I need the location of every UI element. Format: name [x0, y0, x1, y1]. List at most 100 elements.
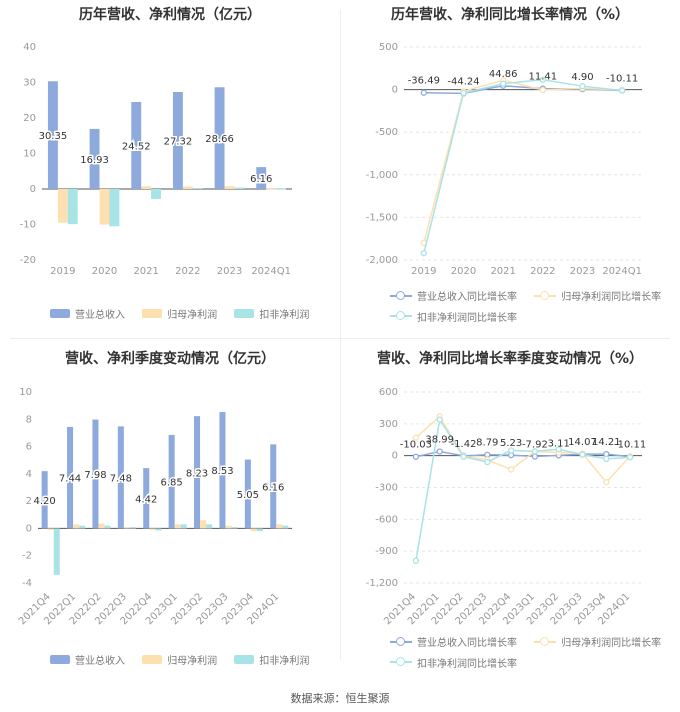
data-label: 14.07: [568, 437, 597, 448]
legend-swatch: [234, 309, 255, 318]
y-tick-label: -2,000: [366, 255, 398, 266]
series-point: [539, 76, 546, 83]
y-tick-label: 0: [392, 85, 398, 96]
y-tick-label: 300: [379, 419, 398, 430]
bar: [250, 528, 257, 532]
data-label: 14.21: [592, 437, 621, 448]
data-label: 3.11: [548, 438, 570, 449]
legend-item[interactable]: 扣非净利润同比增长率: [390, 309, 517, 324]
legend-swatch: [50, 309, 70, 318]
data-label: 38.99: [425, 435, 454, 446]
bar: [73, 524, 80, 529]
legend-item[interactable]: 扣非净利润: [234, 652, 309, 667]
series-point: [619, 87, 626, 94]
y-tick-label: 6: [26, 442, 32, 453]
series-point: [531, 448, 539, 455]
legend-item[interactable]: 营业总收入同比增长率: [390, 288, 517, 303]
y-tick-label: -1,200: [366, 578, 398, 589]
legend-item[interactable]: 归母净利润同比增长率: [534, 288, 661, 303]
data-label: 6.16: [262, 482, 284, 493]
data-label: 8.79: [476, 438, 498, 449]
legend-item[interactable]: 营业总收入: [50, 306, 125, 321]
series-line: [415, 450, 631, 458]
bar: [53, 528, 60, 575]
bar: [180, 524, 187, 529]
series-point: [436, 448, 443, 455]
y-tick-label: -600: [375, 514, 398, 525]
series-point: [603, 479, 610, 486]
x-tick-label: 2020: [92, 266, 117, 277]
legend-label: 扣非净利润: [259, 656, 310, 667]
y-tick-label: 600: [379, 387, 398, 398]
series-line: [415, 417, 631, 561]
x-tick-label: 2022: [175, 266, 200, 277]
series-point: [412, 453, 420, 460]
chart-panel-quarterly-growth: 营收、净利同比增长率季度变动情况（%） 600 300 0 -300 -600 -900 -…: [340, 338, 680, 690]
legend-item[interactable]: 扣非净利润: [234, 306, 309, 321]
bar: [266, 188, 277, 190]
bar: [244, 459, 251, 529]
bar: [47, 81, 58, 189]
y-tick-label: 2: [26, 496, 32, 507]
y-tick-label: -500: [375, 127, 398, 138]
legend-label: 归母净利润: [167, 310, 218, 321]
x-tick-label: 2020: [451, 266, 476, 277]
bar: [168, 434, 175, 529]
vertical-separator: [340, 10, 341, 660]
x-tick-label: 2019: [411, 266, 436, 277]
data-label: -10.11: [606, 73, 638, 84]
bar: [270, 444, 277, 529]
bar: [256, 167, 267, 189]
y-tick-label: -4: [22, 578, 32, 589]
bar: [172, 92, 183, 189]
legend-item[interactable]: 扣非净利润同比增长率: [390, 655, 517, 670]
series-line: [423, 79, 623, 244]
legend-label: 营业总收入同比增长率: [417, 638, 517, 649]
series-point: [579, 83, 586, 90]
legend-swatch: [390, 657, 412, 667]
y-tick-label: 10: [23, 149, 36, 160]
chart-annual-growth-svg: 500 0 -500 -1,000 -1,500 -2,000 2019 2020 2021 20…: [366, 42, 642, 277]
x-tick-label: 2023: [570, 266, 595, 277]
series-line: [423, 79, 623, 254]
legend-label: 归母净利润同比增长率: [561, 638, 662, 649]
y-tick-label: 500: [379, 42, 398, 53]
chart-title: 营收、净利季度变动情况（亿元）: [65, 351, 275, 367]
bar: [200, 520, 207, 529]
y-tick-label: -300: [375, 483, 398, 494]
x-tick-label: 2022: [530, 266, 555, 277]
legend-item[interactable]: 营业总收入同比增长率: [390, 634, 517, 649]
series-point: [484, 458, 491, 466]
chart-panel-annual-growth: 历年营收、净利同比增长率情况（%） 500 0 -500 -1,000 -1,500 -2…: [340, 0, 680, 338]
series-point: [555, 446, 562, 453]
x-tick-label: 2021: [133, 266, 158, 277]
bar: [276, 524, 283, 529]
legend-item[interactable]: 营业总收入: [50, 652, 125, 667]
bar: [231, 527, 238, 529]
legend-swatch: [234, 655, 255, 664]
legend-item[interactable]: 归母净利润: [142, 306, 217, 321]
legend-item[interactable]: 归母净利润同比增长率: [534, 634, 661, 649]
series-point: [420, 89, 427, 96]
legend-swatch: [142, 655, 163, 664]
y-tick-label: 0: [30, 184, 36, 195]
bar: [234, 187, 245, 189]
data-label: 11.41: [529, 72, 558, 83]
series-point: [484, 451, 491, 458]
bar: [123, 527, 130, 529]
chart-panel-quarterly-revenue: 营收、净利季度变动情况（亿元） 10 8 6 4 2 0 -2 -4 2021Q4 2022Q1 2…: [0, 338, 340, 690]
legend-swatch: [390, 290, 412, 301]
data-label: 5.05: [237, 490, 259, 501]
chart-title: 营收、净利同比增长率季度变动情况（%）: [376, 351, 644, 367]
series-point: [507, 447, 515, 454]
data-label: 6.85: [161, 478, 183, 489]
bar: [214, 87, 225, 189]
legend-item[interactable]: 归母净利润: [142, 652, 217, 667]
legend-swatch: [390, 311, 412, 321]
x-tick-label: 2024Q1: [602, 266, 642, 277]
series-point: [412, 557, 420, 564]
y-tick-label: 10: [19, 387, 32, 398]
bar: [141, 186, 152, 189]
chart-title: 历年营收、净利情况（亿元）: [79, 7, 261, 23]
bar: [99, 189, 110, 225]
